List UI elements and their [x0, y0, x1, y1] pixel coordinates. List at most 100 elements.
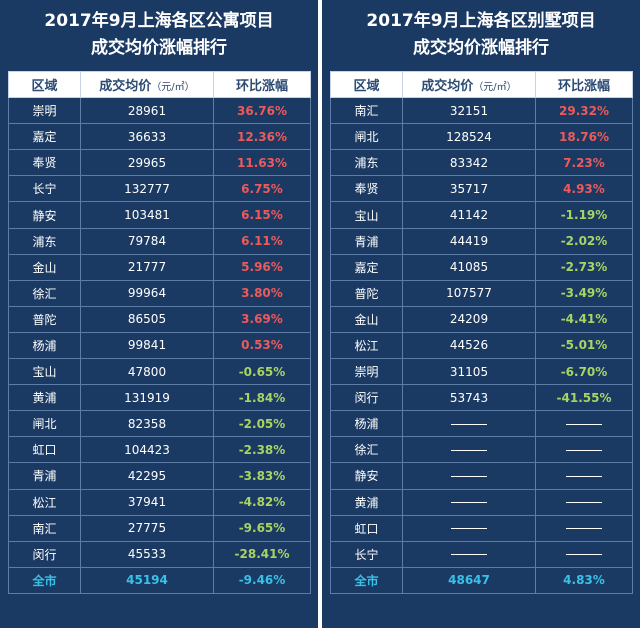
header-price-label: 成交均价	[99, 79, 152, 95]
table-row: 黄浦 131919 -1.84%	[8, 384, 311, 412]
change-cell: -2.38%	[213, 436, 311, 464]
change-cell: 12.36%	[213, 123, 311, 151]
change-cell	[535, 410, 633, 438]
change-cell: -5.01%	[535, 331, 633, 360]
region-cell: 闵行	[8, 540, 81, 568]
price-cell: 44526	[402, 331, 536, 360]
region-cell: 静安	[8, 201, 81, 229]
table-row: 闸北 82358 -2.05%	[8, 410, 311, 438]
dash-mark	[451, 554, 487, 556]
change-cell: 3.69%	[213, 305, 311, 333]
villa-table: 区域 成交均价（元/㎡） 环比涨幅 南汇 32151 29.32% 闸北 128524 1…	[330, 70, 633, 594]
dash-mark	[566, 502, 602, 504]
region-cell: 普陀	[330, 279, 403, 307]
change-cell: 36.76%	[213, 97, 311, 125]
change-cell: 6.15%	[213, 201, 311, 229]
change-cell	[535, 436, 633, 464]
change-cell: 0.53%	[213, 331, 311, 360]
change-cell	[535, 488, 633, 516]
price-cell: 53743	[402, 384, 536, 412]
change-cell: 3.80%	[213, 279, 311, 307]
table-row: 闸北 128524 18.76%	[330, 123, 633, 151]
table-row: 闵行 53743 -41.55%	[330, 384, 633, 412]
table-row: 闵行 45533 -28.41%	[8, 540, 311, 568]
region-cell: 静安	[330, 462, 403, 490]
price-cell	[402, 436, 536, 464]
price-cell: 41085	[402, 253, 536, 281]
price-cell: 83342	[402, 149, 536, 177]
dash-mark	[566, 528, 602, 530]
table-row: 杨浦 99841 0.53%	[8, 331, 311, 360]
region-cell: 徐汇	[8, 279, 81, 307]
table-row: 浦东 83342 7.23%	[330, 149, 633, 177]
table-row: 浦东 79784 6.11%	[8, 227, 311, 255]
total-change-cell: 4.83%	[535, 566, 633, 594]
change-cell	[535, 540, 633, 568]
total-price-cell: 48647	[402, 566, 536, 594]
change-cell: -28.41%	[213, 540, 311, 568]
region-cell: 宝山	[330, 201, 403, 229]
change-cell: 4.93%	[535, 175, 633, 203]
region-cell: 黄浦	[330, 488, 403, 516]
price-cell: 24209	[402, 305, 536, 333]
change-cell: -2.73%	[535, 253, 633, 281]
change-cell: -9.65%	[213, 514, 311, 542]
total-row: 全市 45194 -9.46%	[8, 566, 311, 594]
header-price-unit: （元/㎡）	[473, 82, 517, 94]
villa-title-line-2: 成交均价涨幅排行	[413, 38, 549, 58]
table-row: 普陀 86505 3.69%	[8, 305, 311, 333]
change-cell: -1.84%	[213, 384, 311, 412]
apartment-table: 区域 成交均价（元/㎡） 环比涨幅 崇明 28961 36.76% 嘉定 36633 12…	[8, 70, 311, 594]
price-cell: 128524	[402, 123, 536, 151]
header-region: 区域	[8, 70, 81, 99]
region-cell: 闸北	[330, 123, 403, 151]
table-row: 虹口	[330, 514, 633, 542]
change-cell: -1.19%	[535, 201, 633, 229]
price-cell: 42295	[80, 462, 214, 490]
villa-title-line-1: 2017年9月上海各区别墅项目	[366, 11, 596, 31]
apartment-header-row: 区域 成交均价（元/㎡） 环比涨幅	[8, 70, 311, 99]
change-cell	[535, 514, 633, 542]
apartment-table-body: 崇明 28961 36.76% 嘉定 36633 12.36% 奉贤 29965 11.63% 长…	[8, 97, 311, 594]
price-cell: 29965	[80, 149, 214, 177]
change-cell: 6.75%	[213, 175, 311, 203]
table-row: 奉贤 29965 11.63%	[8, 149, 311, 177]
table-row: 黄浦	[330, 488, 633, 516]
table-row: 青浦 44419 -2.02%	[330, 227, 633, 255]
region-cell: 奉贤	[330, 175, 403, 203]
region-cell: 南汇	[8, 514, 81, 542]
table-row: 徐汇	[330, 436, 633, 464]
region-cell: 宝山	[8, 358, 81, 386]
region-cell: 松江	[8, 488, 81, 516]
change-cell: -41.55%	[535, 384, 633, 412]
dash-mark	[566, 423, 602, 425]
price-cell: 103481	[80, 201, 214, 229]
region-cell: 杨浦	[330, 410, 403, 438]
table-row: 奉贤 35717 4.93%	[330, 175, 633, 203]
price-cell: 37941	[80, 488, 214, 516]
change-cell: 7.23%	[535, 149, 633, 177]
table-row: 青浦 42295 -3.83%	[8, 462, 311, 490]
region-cell: 闵行	[330, 384, 403, 412]
change-cell: -6.70%	[535, 358, 633, 386]
change-cell: -3.49%	[535, 279, 633, 307]
table-row: 宝山 47800 -0.65%	[8, 358, 311, 386]
region-cell: 南汇	[330, 97, 403, 125]
header-price: 成交均价（元/㎡）	[80, 70, 214, 99]
table-row: 静安 103481 6.15%	[8, 201, 311, 229]
region-cell: 奉贤	[8, 149, 81, 177]
apartment-panel: 2017年9月上海各区公寓项目 成交均价涨幅排行 区域 成交均价（元/㎡） 环比…	[0, 0, 318, 628]
change-cell: -0.65%	[213, 358, 311, 386]
table-row: 静安	[330, 462, 633, 490]
total-region-cell: 全市	[330, 566, 403, 594]
change-cell	[535, 462, 633, 490]
table-row: 徐汇 99964 3.80%	[8, 279, 311, 307]
table-row: 松江 44526 -5.01%	[330, 331, 633, 360]
header-price-label: 成交均价	[421, 79, 474, 95]
table-row: 嘉定 41085 -2.73%	[330, 253, 633, 281]
table-row: 普陀 107577 -3.49%	[330, 279, 633, 307]
region-cell: 崇明	[8, 97, 81, 125]
dash-mark	[451, 449, 487, 451]
table-row: 松江 37941 -4.82%	[8, 488, 311, 516]
change-cell: 6.11%	[213, 227, 311, 255]
